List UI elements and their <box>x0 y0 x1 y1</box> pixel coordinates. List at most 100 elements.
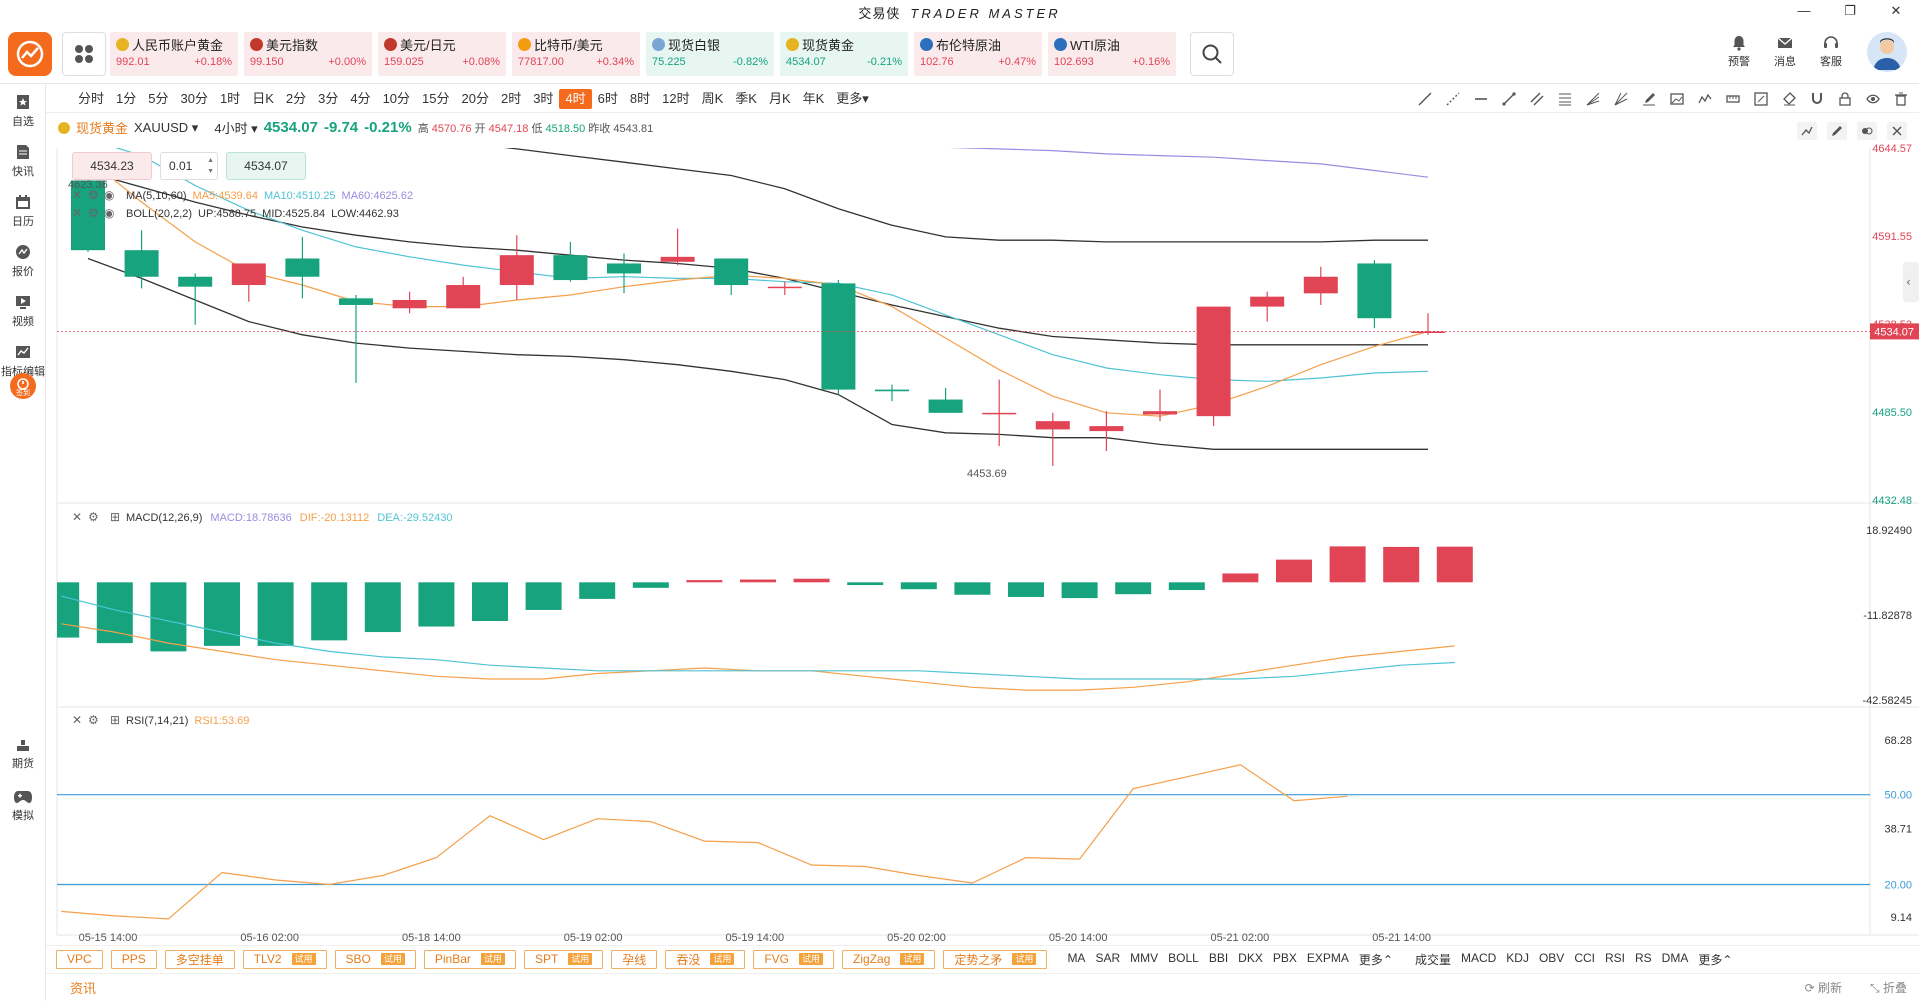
sidebar-item-news[interactable]: 快讯 <box>0 144 46 179</box>
pattern-tag[interactable]: PPS <box>110 949 157 969</box>
tab-period[interactable]: 8时 <box>629 90 651 106</box>
tab-period[interactable]: 1分 <box>116 90 137 106</box>
tab-period[interactable]: 2分 <box>285 90 307 106</box>
ticker-card[interactable]: 人民币账户黄金 992.01 +0.18% <box>110 32 238 76</box>
tab-period[interactable]: 分时 <box>78 90 105 106</box>
sub-indicator-tab[interactable]: RS <box>1635 950 1652 965</box>
sidebar-item-futures[interactable]: 期货 <box>0 736 46 771</box>
draw-ray-tool[interactable] <box>1417 91 1433 107</box>
sidebar-item-watchlist[interactable]: 自选 <box>0 94 46 129</box>
pattern-tag[interactable]: TLV2 试用 <box>242 949 327 969</box>
sidebar-item-indicator-editor[interactable]: 指标编辑 <box>0 344 46 379</box>
eraser-tool[interactable] <box>1781 91 1797 107</box>
ticker-card[interactable]: 现货黄金 4534.07 -0.21% <box>780 32 908 76</box>
chart-canvas[interactable]: 4644.574591.554538.524485.504432.484534.… <box>0 0 1919 945</box>
magnet-tool[interactable] <box>1809 91 1825 107</box>
tab-period[interactable]: 4分 <box>350 90 371 106</box>
ticker-card[interactable]: WTI原油 102.693 +0.16% <box>1048 32 1176 76</box>
tab-period[interactable]: 30分 <box>180 90 208 106</box>
sub-indicator-tab[interactable]: KDJ <box>1506 950 1529 965</box>
chart-draw-button[interactable] <box>1827 122 1847 140</box>
sidebar-item-video[interactable]: 视频 <box>0 294 46 329</box>
tab-period[interactable]: 4时 <box>559 88 592 109</box>
tab-period[interactable]: 12时 <box>662 90 690 106</box>
draw-parallel-tool[interactable] <box>1529 91 1545 107</box>
search-button[interactable] <box>1190 32 1234 76</box>
interval-select[interactable]: 4小时 ▾ <box>214 121 258 136</box>
sell-price-box[interactable]: 4534.23 <box>72 152 152 180</box>
buy-price-box[interactable]: 4534.07 <box>226 152 306 180</box>
sub-indicator-tab[interactable]: MACD <box>1460 950 1497 965</box>
draw-brush-tool[interactable] <box>1641 91 1657 107</box>
draw-horizontal-line-tool[interactable] <box>1473 91 1489 107</box>
ticker-card[interactable]: 比特币/美元 77817.00 +0.34% <box>512 32 640 76</box>
lock-tool[interactable] <box>1837 91 1853 107</box>
draw-fib-fan-tool[interactable] <box>1585 91 1601 107</box>
draw-note-tool[interactable] <box>1753 91 1769 107</box>
delete-drawings-tool[interactable] <box>1893 91 1909 107</box>
tab-period[interactable]: 20分 <box>461 90 489 106</box>
draw-extended-line-tool[interactable] <box>1445 91 1461 107</box>
news-tab[interactable]: 资讯 <box>70 981 97 996</box>
tab-period[interactable]: 2时 <box>500 90 522 106</box>
sub-indicator-tab[interactable]: CCI <box>1574 950 1595 965</box>
pattern-tag[interactable]: SBO 试用 <box>334 949 416 969</box>
tab-period[interactable]: 1时 <box>219 90 241 106</box>
draw-segment-tool[interactable] <box>1501 91 1517 107</box>
main-indicator-tab[interactable]: BOLL <box>1168 950 1199 965</box>
tab-period[interactable]: 月K <box>768 90 791 106</box>
chart-type-button[interactable] <box>1797 122 1817 140</box>
sub-indicator-tab[interactable]: 更多⌃ <box>1698 952 1733 967</box>
main-indicator-tab[interactable]: MA <box>1067 950 1086 965</box>
app-logo[interactable] <box>8 32 52 76</box>
draw-gann-tool[interactable] <box>1613 91 1629 107</box>
visibility-tool[interactable] <box>1865 91 1881 107</box>
message-button[interactable]: 消息 <box>1769 35 1801 69</box>
pattern-tag[interactable]: VPC <box>56 949 103 969</box>
support-button[interactable]: 客服 <box>1815 35 1847 69</box>
stepper-arrows-icon[interactable]: ▲ ▼ <box>207 157 214 175</box>
tab-period[interactable]: 周K <box>701 90 724 106</box>
sidebar-item-calendar[interactable]: 日历 <box>0 194 46 229</box>
ticker-card[interactable]: 美元/日元 159.025 +0.08% <box>378 32 506 76</box>
symbol-code[interactable]: XAUUSD ▾ <box>134 119 199 135</box>
refresh-button[interactable]: ⟳ 刷新 <box>1804 981 1843 995</box>
tab-period[interactable]: 年K <box>802 90 825 106</box>
quantity-stepper[interactable]: 0.01 ▲ ▼ <box>160 152 218 180</box>
tab-period[interactable]: 10分 <box>382 90 411 106</box>
tab-period[interactable]: 更多▾ <box>836 90 869 106</box>
tab-period[interactable]: 季K <box>735 90 757 106</box>
draw-image-tool[interactable] <box>1669 91 1685 107</box>
sub-indicator-tab[interactable]: RSI <box>1604 950 1625 965</box>
sidebar-item-quotes[interactable]: 报价 <box>0 244 46 279</box>
tab-period[interactable]: 3分 <box>318 90 339 106</box>
macd-panel[interactable] <box>43 546 1473 691</box>
pattern-tag[interactable]: 吞没 试用 <box>665 949 746 969</box>
pattern-tag[interactable]: FVG 试用 <box>753 949 835 969</box>
tab-period[interactable]: 日K <box>252 90 274 106</box>
pattern-tag[interactable]: 孕线 <box>611 949 658 969</box>
chart-close-button[interactable] <box>1887 122 1907 140</box>
alert-button[interactable]: 预警 <box>1723 35 1755 69</box>
draw-ruler-tool[interactable] <box>1725 91 1741 107</box>
main-indicator-tab[interactable]: BBI <box>1208 950 1229 965</box>
tab-period[interactable]: 3时 <box>533 90 554 106</box>
pattern-tag[interactable]: 多空挂单 <box>164 949 235 969</box>
sidebar-item-checkin[interactable]: 签到 <box>0 372 46 403</box>
sidebar-item-simulation[interactable]: 模拟 <box>0 788 46 823</box>
draw-fib-tool[interactable] <box>1557 91 1573 107</box>
tab-period[interactable]: 6时 <box>597 90 618 106</box>
symbol-name[interactable]: 现货黄金 <box>76 121 129 136</box>
ticker-card[interactable]: 现货白银 75.225 -0.82% <box>646 32 774 76</box>
candles[interactable] <box>57 160 1870 466</box>
menu-grid-button[interactable] <box>62 32 106 76</box>
main-indicator-tab[interactable]: PBX <box>1272 950 1297 965</box>
main-indicator-tab[interactable]: 更多⌃ <box>1358 952 1393 967</box>
pattern-tag[interactable]: SPT 试用 <box>523 949 604 969</box>
chart-compare-button[interactable] <box>1857 122 1877 140</box>
sub-indicator-tab[interactable]: OBV <box>1538 950 1565 965</box>
sub-indicator-tab[interactable]: 成交量 <box>1414 952 1451 967</box>
ticker-card[interactable]: 美元指数 99.150 +0.00% <box>244 32 372 76</box>
pattern-tag[interactable]: 定势之矛 试用 <box>943 949 1048 969</box>
main-indicator-tab[interactable]: EXPMA <box>1306 950 1349 965</box>
